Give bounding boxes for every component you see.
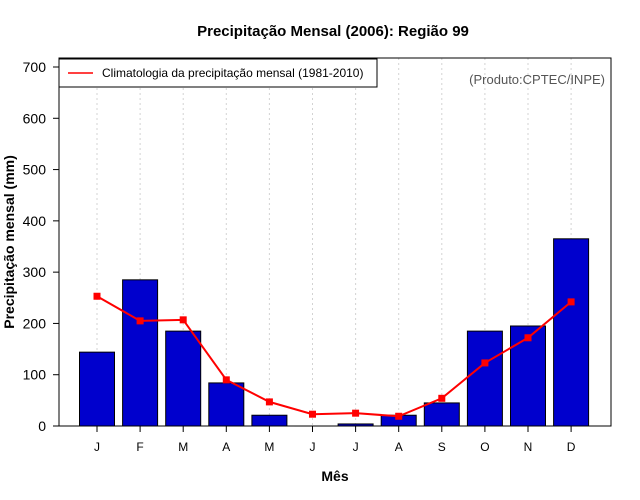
climatology-point bbox=[395, 412, 403, 420]
climatology-point bbox=[481, 359, 489, 367]
x-tick-label: M bbox=[178, 440, 188, 454]
bar bbox=[553, 238, 590, 427]
x-tick-label: O bbox=[480, 440, 489, 454]
x-tick-label: J bbox=[310, 440, 316, 454]
climatology-point bbox=[136, 317, 144, 325]
credit-annotation: (Produto:CPTEC/INPE) bbox=[469, 72, 605, 87]
x-axis-title: Mês bbox=[321, 468, 348, 484]
bar bbox=[165, 330, 202, 427]
y-tick-label: 500 bbox=[23, 162, 47, 178]
legend-label: Climatologia da precipitação mensal (198… bbox=[102, 66, 363, 80]
bar bbox=[423, 402, 460, 427]
x-tick-label: J bbox=[94, 440, 100, 454]
climatology-point bbox=[567, 298, 575, 306]
plot-frame bbox=[58, 57, 612, 427]
y-axis-title: Precipitação mensal (mm) bbox=[1, 155, 17, 329]
chart-title: Precipitação Mensal (2006): Região 99 bbox=[197, 23, 469, 40]
climatology-point bbox=[93, 292, 101, 300]
bars bbox=[79, 238, 590, 427]
y-tick-label: 600 bbox=[23, 110, 47, 126]
climatology-point bbox=[352, 409, 360, 417]
bar bbox=[208, 382, 245, 427]
y-tick-label: 700 bbox=[23, 59, 47, 75]
legend: Climatologia da precipitação mensal (198… bbox=[58, 58, 378, 88]
y-axis: 0 100 200 300 400 500 600 700 bbox=[23, 59, 59, 434]
bar bbox=[251, 414, 288, 427]
climatology-line bbox=[93, 292, 575, 420]
x-tick-label: A bbox=[395, 440, 403, 454]
climatology-point bbox=[265, 398, 273, 406]
y-tick-label: 0 bbox=[38, 418, 46, 434]
y-tick-label: 100 bbox=[23, 367, 47, 383]
x-tick-label: S bbox=[438, 440, 446, 454]
x-tick-label: M bbox=[264, 440, 274, 454]
bar bbox=[122, 279, 159, 427]
bar bbox=[79, 351, 115, 427]
climatology-point bbox=[222, 376, 230, 384]
x-tick-label: N bbox=[524, 440, 533, 454]
bar bbox=[466, 330, 503, 427]
bar bbox=[510, 325, 546, 427]
x-tick-label: F bbox=[136, 440, 143, 454]
climatology-point bbox=[179, 316, 187, 324]
y-tick-label: 200 bbox=[23, 315, 47, 331]
x-tick-label: D bbox=[567, 440, 576, 454]
climatology-point bbox=[309, 410, 316, 418]
climatology-point bbox=[438, 394, 446, 402]
y-tick-label: 300 bbox=[23, 264, 47, 280]
climatology-point bbox=[524, 334, 532, 342]
x-tick-label: J bbox=[353, 440, 359, 454]
legend-box bbox=[58, 58, 378, 88]
x-tick-label: A bbox=[222, 440, 230, 454]
climatology-polyline bbox=[96, 295, 572, 418]
y-tick-label: 400 bbox=[23, 213, 47, 229]
